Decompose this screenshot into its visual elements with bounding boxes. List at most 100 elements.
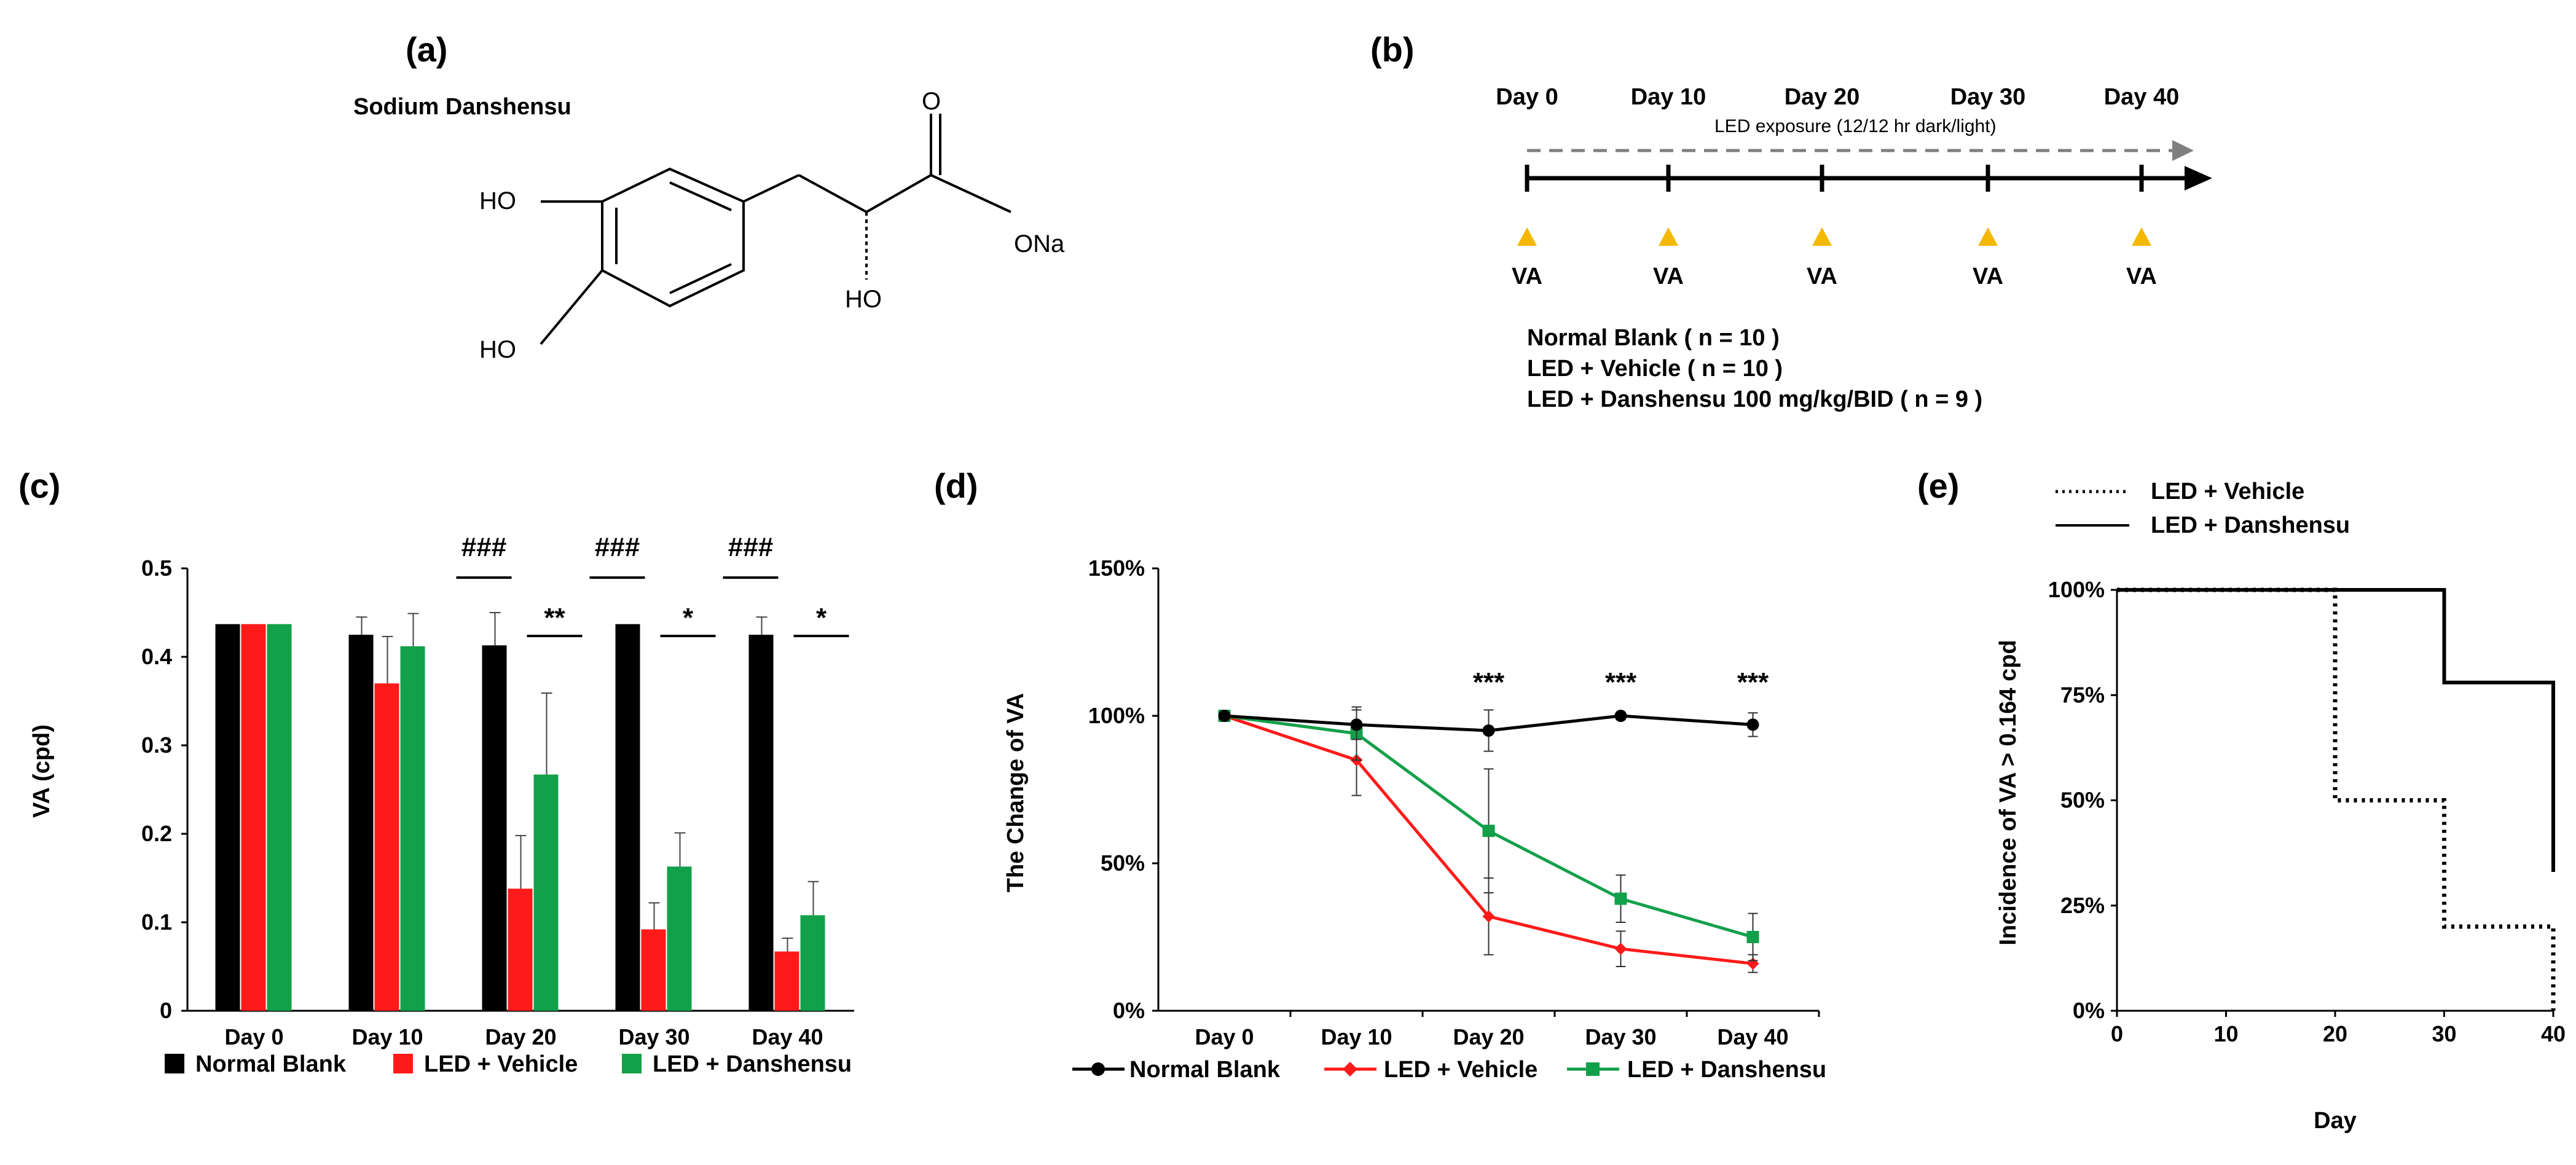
d-ylabel: The Change of VA	[1003, 693, 1029, 892]
va-test-triangle-icon	[1659, 227, 1678, 246]
c-legend-vehicle: LED + Vehicle	[424, 1051, 578, 1077]
atom-label-ho-chain: HO	[845, 286, 882, 313]
atom-label-ho-top: HO	[479, 187, 516, 214]
c-star-annotation: **	[544, 603, 565, 633]
va-test-triangle-icon	[1978, 227, 1998, 246]
va-test-triangle-icon	[1517, 227, 1537, 246]
c-hash-annotation: ###	[728, 532, 773, 562]
panel-c-label: (c)	[18, 466, 60, 505]
c-legend-normal: Normal Blank	[195, 1051, 347, 1077]
d-y-tick-label: 150%	[1088, 555, 1145, 581]
c-x-tick-label: Day 0	[224, 1024, 283, 1049]
d-x-tick-label: Day 0	[1195, 1024, 1254, 1049]
c-y-tick-label: 0.4	[141, 644, 172, 669]
panel-a-label: (a)	[406, 30, 447, 69]
c-bar	[241, 624, 266, 1011]
atom-label-ona: ONa	[1014, 230, 1065, 257]
e-y-tick-label: 25%	[2060, 893, 2105, 918]
e-legend-vehicle: LED + Vehicle	[2151, 479, 2304, 504]
d-star-annotation: ***	[1605, 667, 1637, 697]
c-legend-swatch-danshensu	[622, 1054, 642, 1073]
d-legend-vehicle: LED + Vehicle	[1384, 1057, 1537, 1083]
group-led-vehicle: LED + Vehicle ( n = 10 )	[1527, 356, 1783, 382]
c-bar	[774, 951, 799, 1011]
c-bar	[348, 635, 374, 1011]
d-legend-marker-danshensu	[1586, 1062, 1600, 1076]
d-point	[1614, 710, 1627, 722]
c-y-tick-label: 0	[160, 998, 172, 1023]
e-legend: LED + Vehicle LED + Danshensu	[2056, 479, 2350, 538]
va-marker-label: VA	[2126, 264, 2157, 289]
d-x-tick-label: Day 40	[1717, 1024, 1788, 1049]
c-bar	[748, 635, 774, 1011]
c-x-tick-label: Day 30	[618, 1024, 689, 1049]
timepoint-label: Day 20	[1785, 84, 1860, 110]
c-ylabel: VA (cpd)	[29, 724, 55, 818]
c-y-tick-label: 0.3	[141, 732, 172, 758]
c-bar	[641, 929, 666, 1011]
d-legend-danshensu: LED + Danshensu	[1627, 1057, 1826, 1083]
group-normal-blank: Normal Blank ( n = 10 )	[1527, 325, 1780, 351]
compound-name: Sodium Danshensu	[353, 94, 571, 120]
d-point	[1482, 910, 1495, 923]
e-y-tick-label: 75%	[2060, 682, 2105, 707]
va-marker-label: VA	[1653, 264, 1684, 289]
line-chart-va-change: 0% 50% 100% 150% Day 0 Day 10 Day 20 Day 30 Day …	[1088, 555, 1820, 1049]
timeline-arrow-head	[2185, 166, 2212, 190]
e-y-tick-label: 50%	[2060, 788, 2105, 813]
atom-label-ho-bottom: HO	[479, 336, 516, 363]
d-star-annotation: ***	[1473, 667, 1505, 697]
c-legend-danshensu: LED + Danshensu	[653, 1051, 852, 1077]
panel-b-label: (b)	[1370, 30, 1415, 69]
panel-d-label: (d)	[934, 466, 978, 505]
d-point	[1614, 892, 1627, 905]
e-ylabel: Incidence of VA > 0.164 cpd	[1995, 640, 2021, 945]
timepoint-label: Day 10	[1631, 84, 1706, 110]
c-x-tick-label: Day 20	[485, 1024, 556, 1049]
group-led-danshensu: LED + Danshensu 100 mg/kg/BID ( n = 9 )	[1527, 386, 1982, 412]
bar-chart-va: 0 0.1 0.2 0.3 0.4 0.5 Day 0 Day 10 Day 20 Day 30 D…	[141, 532, 854, 1049]
c-bar	[508, 888, 533, 1011]
d-y-tick-label: 0%	[1113, 998, 1145, 1023]
step-chart-incidence: 0% 25% 50% 75% 100% 0 10 20 30 40	[2048, 577, 2566, 1046]
c-y-tick-label: 0.2	[141, 821, 172, 846]
c-bar	[374, 683, 399, 1011]
c-bar	[267, 624, 292, 1011]
e-y-tick-label: 0%	[2073, 998, 2105, 1023]
d-y-tick-label: 50%	[1101, 850, 1145, 876]
e-y-tick-label: 100%	[2048, 577, 2105, 602]
e-legend-danshensu: LED + Danshensu	[2151, 512, 2350, 538]
c-bar	[400, 646, 425, 1011]
va-marker-label: VA	[1512, 264, 1542, 289]
e-x-tick-label: 20	[2323, 1021, 2347, 1046]
d-point	[1482, 825, 1495, 837]
va-test-triangle-icon	[2132, 227, 2151, 246]
c-bar	[215, 624, 240, 1011]
c-legend: Normal Blank LED + Vehicle LED + Danshen…	[165, 1051, 852, 1077]
d-point	[1350, 718, 1363, 731]
d-point	[1746, 931, 1759, 943]
c-star-annotation: *	[683, 603, 694, 633]
d-x-tick-label: Day 20	[1453, 1024, 1524, 1049]
e-x-tick-label: 40	[2541, 1021, 2566, 1046]
exposure-label: LED exposure (12/12 hr dark/light)	[1714, 116, 1997, 136]
c-y-tick-label: 0.1	[141, 909, 172, 935]
e-series-vehicle	[2117, 587, 2556, 1011]
e-x-tick-label: 30	[2432, 1021, 2456, 1046]
c-bar	[533, 774, 559, 1011]
c-x-tick-label: Day 10	[351, 1024, 423, 1049]
c-y-tick-label: 0.5	[141, 555, 172, 581]
d-x-tick-label: Day 10	[1321, 1024, 1392, 1049]
timeline: Day 0 VA Day 10 VA Day 20 VA Day 30 VA Day 40 VA	[1496, 84, 2212, 289]
c-bar	[667, 866, 692, 1011]
d-x-tick-label: Day 30	[1585, 1024, 1656, 1049]
e-x-tick-label: 10	[2213, 1021, 2238, 1046]
va-marker-label: VA	[1807, 264, 1837, 289]
d-point	[1746, 718, 1759, 731]
c-bar	[800, 915, 825, 1011]
va-test-triangle-icon	[1812, 227, 1832, 246]
c-legend-swatch-vehicle	[393, 1054, 413, 1073]
e-series-danshensu	[2117, 588, 2555, 872]
c-bar	[615, 624, 640, 1011]
